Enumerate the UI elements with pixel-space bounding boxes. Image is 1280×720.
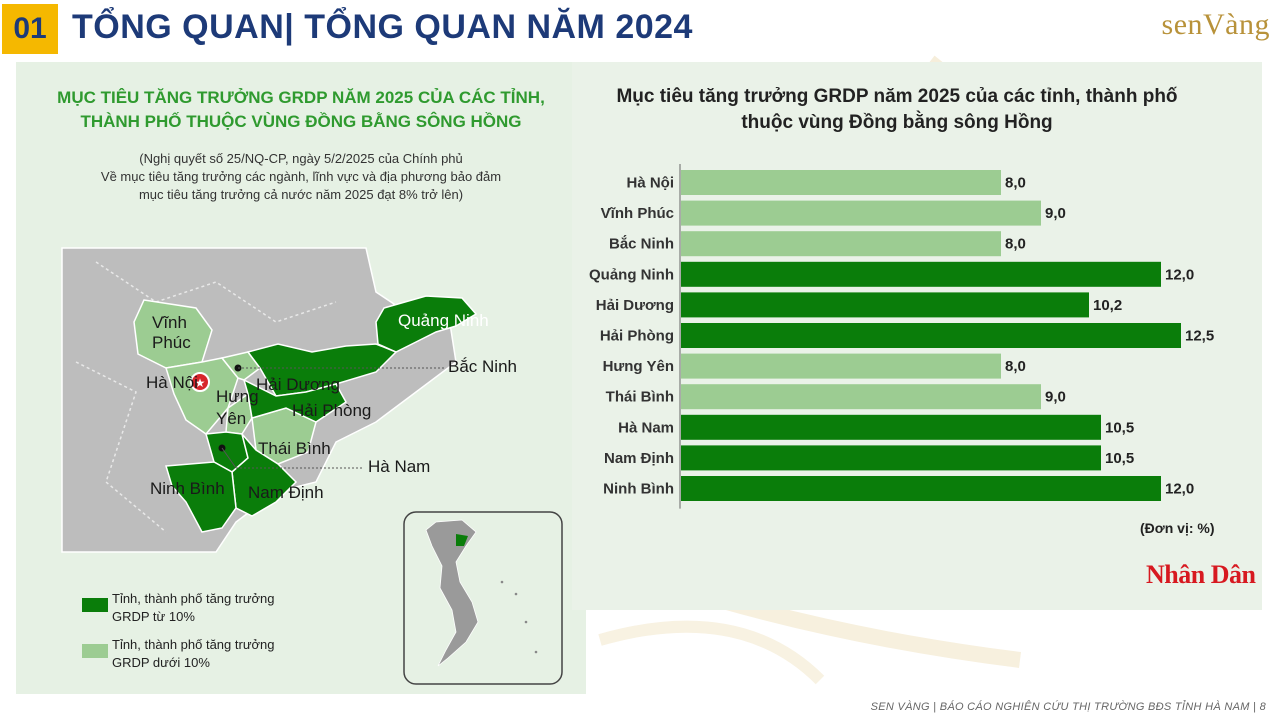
svg-text:★: ★ [195,376,206,390]
map-title-line1: MỤC TIÊU TĂNG TRƯỞNG GRDP NĂM 2025 CỦA C… [57,88,545,107]
value-label: 9,0 [1045,389,1066,406]
page-title: TỔNG QUAN| TỔNG QUAN NĂM 2024 [72,8,693,46]
capital-marker-icon [190,372,210,392]
bar [681,445,1101,471]
map-infographic: MỤC TIÊU TĂNG TRƯỞNG GRDP NĂM 2025 CỦA C… [16,62,586,694]
map-label-thai-binh: Thái Bình [258,439,331,458]
bar [681,261,1161,287]
value-label: 10,5 [1105,450,1134,467]
category-label: Quảng Ninh [589,266,674,283]
map-label-hung-yen-2: Yên [216,409,246,428]
map-label-ha-noi: Hà Nội [146,373,198,392]
map-subtitle-line1: (Nghị quyết số 25/NQ-CP, ngày 5/2/2025 c… [139,151,463,166]
value-label: 12,0 [1165,481,1194,498]
map-subtitle-line3: mục tiêu tăng trưởng cả nước năm 2025 đạ… [138,187,464,202]
category-label: Hà Nam [618,419,674,436]
legend-high-line2: GRDP từ 10% [112,609,195,624]
legend-swatch-low [82,644,108,658]
category-label: Hà Nội [626,175,674,192]
map-title: MỤC TIÊU TĂNG TRƯỞNG GRDP NĂM 2025 CỦA C… [16,86,586,134]
vietnam-inset-map [403,511,563,685]
bar [681,323,1181,348]
map-label-vinh-phuc-2: Phúc [152,333,191,352]
province-hai-duong [246,343,398,397]
brand-logo: senVàng [1161,8,1270,41]
map-label-ha-nam: Hà Nam [368,457,430,476]
province-quang-ninh [375,295,478,353]
bar [681,353,1001,379]
bar [681,476,1161,501]
bar-chart-panel: Mục tiêu tăng trưởng GRDP năm 2025 của c… [572,62,1262,610]
category-label: Ninh Bình [603,481,674,498]
legend-low-line1: Tỉnh, thành phố tăng trưởng [112,637,275,652]
value-label: 12,5 [1185,328,1214,345]
category-label: Vĩnh Phúc [601,205,674,222]
legend-high-line1: Tỉnh, thành phố tăng trưởng [112,591,275,606]
map-label-vinh-phuc-1: Vĩnh [152,313,187,332]
source-logo: Nhân Dân [1146,560,1256,589]
province-hai-phong [242,378,347,423]
header: 01 TỔNG QUAN| TỔNG QUAN NĂM 2024 senVàng [0,0,1280,58]
map-label-quang-ninh: Quảng Ninh [398,311,489,330]
chart-title-line2: thuộc vùng Đồng bằng sông Hồng [741,112,1053,133]
map-subtitle-line2: Về mục tiêu tăng trưởng các ngành, lĩnh … [100,169,502,184]
map-label-nam-dinh: Nam Định [248,483,324,502]
legend-swatch-high [82,598,108,612]
province-ninh-binh [165,461,237,533]
bar [681,231,1001,257]
category-label: Hưng Yên [603,358,674,375]
bar [681,170,1001,195]
bar [681,384,1041,410]
map-subtitle: (Nghị quyết số 25/NQ-CP, ngày 5/2/2025 c… [76,150,526,204]
category-label: Thái Bình [606,389,674,406]
section-number: 01 [2,4,58,54]
footer-text: SEN VÀNG | BÁO CÁO NGHIÊN CỨU THỊ TRƯỜNG… [870,701,1266,713]
unit-label: (Đơn vị: %) [1140,520,1215,536]
bar [681,200,1041,226]
chart-title: Mục tiêu tăng trưởng GRDP năm 2025 của c… [572,84,1222,136]
province-hung-yen [225,392,253,435]
value-label: 8,0 [1005,358,1026,375]
province-nam-dinh [231,433,298,517]
legend-low-line2: GRDP dưới 10% [112,655,210,670]
map-label-hai-phong: Hải Phòng [292,401,371,420]
bar [681,414,1101,440]
bar [681,292,1089,318]
map-label-hai-duong: Hải Dương [256,375,340,394]
value-label: 10,5 [1105,419,1134,436]
map-label-hung-yen-1: Hưng [216,387,259,406]
category-label: Hải Phòng [600,328,674,345]
chart-title-line1: Mục tiêu tăng trưởng GRDP năm 2025 của c… [616,86,1178,107]
value-label: 9,0 [1045,205,1066,222]
region-map: ★ Quảng Ninh Vĩnh Phúc Bắc Ninh Hà Nội H… [61,247,563,685]
province-bac-ninh [220,351,262,381]
value-label: 12,0 [1165,266,1194,283]
map-title-line2: THÀNH PHỐ THUỘC VÙNG ĐỒNG BẰNG SÔNG HỒNG [80,112,522,131]
value-label: 10,2 [1093,297,1122,314]
category-label: Bắc Ninh [609,235,674,253]
category-label: Nam Định [604,450,674,467]
value-label: 8,0 [1005,236,1026,253]
map-label-ninh-binh: Ninh Bình [150,479,225,498]
value-label: 8,0 [1005,175,1026,192]
bar-chart: Hà Nội 8,0 Vĩnh Phúc 9,0 Bắc Ninh 8,0 Quảng Ni… [589,164,1214,509]
category-label: Hải Dương [596,297,674,314]
map-label-bac-ninh: Bắc Ninh [448,357,517,376]
